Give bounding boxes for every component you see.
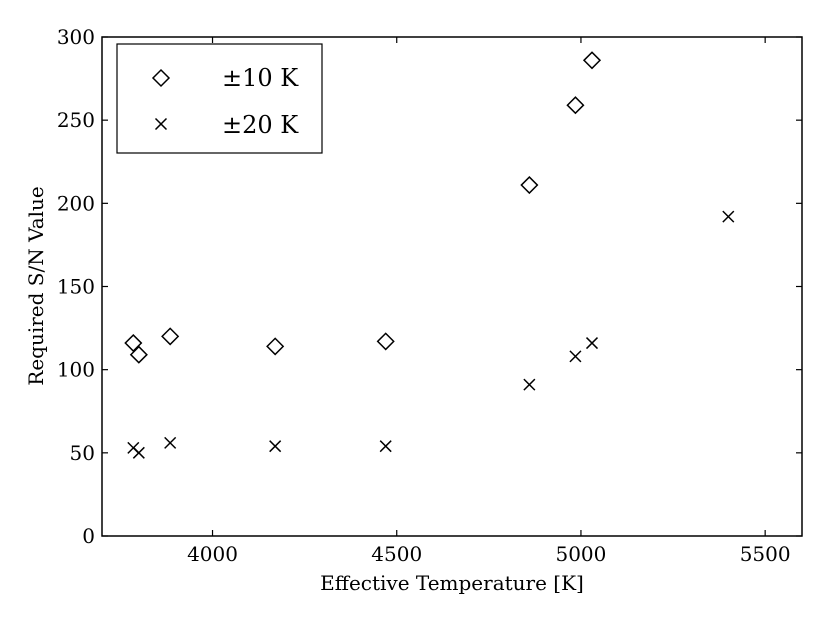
x-point bbox=[585, 337, 599, 350]
x-point bbox=[269, 440, 282, 453]
x-point bbox=[523, 378, 536, 391]
legend: ±10 K ±20 K bbox=[116, 43, 323, 154]
legend-diamond-marker bbox=[151, 68, 171, 88]
legend-label-10k: ±10 K bbox=[222, 64, 299, 92]
diamond-point bbox=[266, 337, 285, 356]
x-point bbox=[379, 440, 392, 453]
diamond-point bbox=[582, 51, 602, 70]
diamond-point bbox=[566, 96, 585, 115]
x-tick-label: 4000 bbox=[187, 542, 238, 566]
x-tick-label: 5500 bbox=[740, 542, 791, 566]
diamond-point bbox=[161, 327, 180, 346]
legend-x-icon bbox=[154, 117, 168, 131]
diamond-point bbox=[376, 332, 395, 351]
y-tick-label: 200 bbox=[57, 191, 95, 215]
data-points bbox=[124, 51, 735, 459]
y-tick-label: 100 bbox=[57, 358, 95, 382]
x-tick-label: 4500 bbox=[371, 542, 422, 566]
x-axis-title: Effective Temperature [K] bbox=[320, 571, 584, 595]
y-tick-label: 0 bbox=[82, 524, 95, 548]
x-point bbox=[132, 446, 145, 459]
x-point bbox=[722, 210, 735, 223]
legend-label-20k: ±20 K bbox=[222, 111, 299, 139]
y-tick-label: 50 bbox=[70, 441, 95, 465]
legend-x-marker bbox=[154, 117, 168, 131]
legend-box bbox=[116, 43, 323, 154]
legend-diamond-icon bbox=[151, 68, 171, 88]
diamond-point bbox=[129, 345, 148, 364]
diamond-point bbox=[124, 333, 143, 353]
y-tick-label: 150 bbox=[57, 275, 95, 299]
y-axis: 0 50 100 150 200 250 300 bbox=[57, 25, 802, 548]
x-tick-label: 5000 bbox=[555, 542, 606, 566]
x-point bbox=[164, 436, 177, 449]
x-axis: 4000 4500 5000 5500 bbox=[187, 37, 791, 566]
y-axis-title: Required S/N Value bbox=[24, 186, 48, 385]
diamond-point bbox=[520, 175, 539, 195]
y-tick-label: 250 bbox=[57, 108, 95, 132]
y-tick-label: 300 bbox=[57, 25, 95, 49]
x-point bbox=[569, 350, 582, 363]
